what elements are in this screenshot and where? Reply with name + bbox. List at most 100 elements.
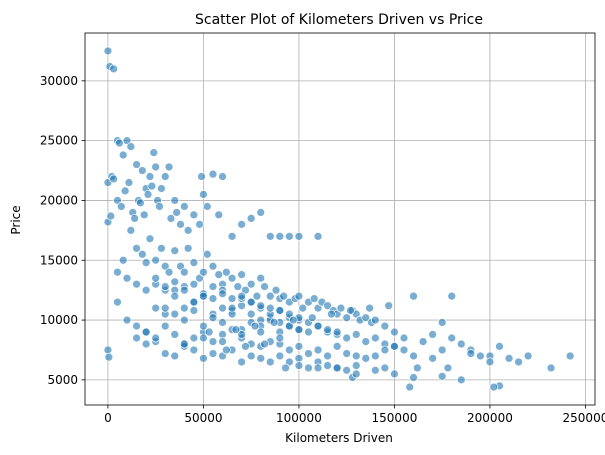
data-point [342,349,352,358]
data-point [157,184,166,193]
chart-title: Scatter Plot of Kilometers Driven vs Pri… [195,12,483,28]
data-point [256,208,266,217]
data-point [265,303,275,313]
data-point [164,162,174,172]
data-point [275,231,285,241]
data-point [390,369,399,379]
data-point [466,349,476,358]
data-point [342,313,352,323]
data-point [231,325,241,335]
data-point [208,349,218,358]
data-point [399,345,409,355]
data-point [137,166,147,175]
data-point [384,301,394,311]
data-point [304,349,313,358]
data-point [294,291,304,301]
data-point [179,315,189,325]
data-point [160,321,170,331]
data-point [323,301,332,311]
data-point [304,327,313,337]
data-point [269,318,279,327]
data-point [147,181,157,191]
data-point [160,349,170,358]
data-point [227,231,237,241]
x-tick-label: 50000 [184,411,222,425]
data-point [132,333,141,343]
data-point [250,321,260,331]
data-point [130,214,140,223]
data-point [265,231,275,241]
data-point [437,345,447,355]
data-point [221,345,231,355]
data-point [565,351,575,361]
grid [85,33,595,405]
data-point [275,333,285,343]
data-point [202,249,212,259]
data-point [346,306,355,315]
data-point [135,198,145,208]
data-point [227,294,237,303]
data-point [124,178,134,187]
data-point [172,208,182,217]
data-points [103,46,575,392]
data-point [281,363,290,373]
data-point [214,270,224,280]
data-point [166,214,176,223]
data-point [143,190,153,199]
data-point [189,279,199,289]
data-point [237,219,247,229]
data-point [141,327,151,337]
data-point [294,341,304,351]
data-point [370,315,380,325]
data-point [342,365,352,375]
data-point [113,267,122,277]
data-point [246,351,256,361]
data-point [132,321,141,331]
data-point [176,219,185,229]
data-point [160,282,170,291]
data-point [208,294,218,303]
y-tick-label: 10000 [40,313,78,327]
data-point [183,225,193,235]
data-point [323,351,332,361]
data-point [103,345,113,355]
data-point [271,285,281,295]
data-point [514,357,523,367]
data-point [437,318,447,327]
data-point [104,352,114,362]
y-tick-label: 30000 [40,74,78,88]
data-point [218,303,227,313]
data-point [214,210,224,220]
data-point [418,337,428,347]
data-point [122,315,132,325]
data-point [199,291,208,301]
data-point [126,225,136,235]
data-point [149,148,159,158]
data-point [265,357,275,367]
data-point [256,327,266,337]
data-point [309,294,319,303]
data-point [409,291,418,301]
data-point [179,339,189,349]
x-tick-label: 0 [104,411,112,425]
data-point [370,351,380,361]
data-point [218,172,227,181]
data-point [246,214,256,223]
data-point [405,382,415,392]
data-point [183,243,193,253]
data-point [428,353,438,363]
data-point [275,306,285,315]
data-point [361,353,371,363]
x-tick-label: 100000 [276,411,322,425]
data-point [132,279,141,289]
x-tick-label: 250000 [563,411,605,425]
data-point [237,357,247,367]
data-point [118,150,128,160]
data-point [199,353,208,363]
data-point [428,330,438,339]
data-point [113,297,122,307]
data-point [447,291,457,301]
data-point [260,339,269,349]
data-point [103,46,113,56]
data-point [197,172,206,181]
